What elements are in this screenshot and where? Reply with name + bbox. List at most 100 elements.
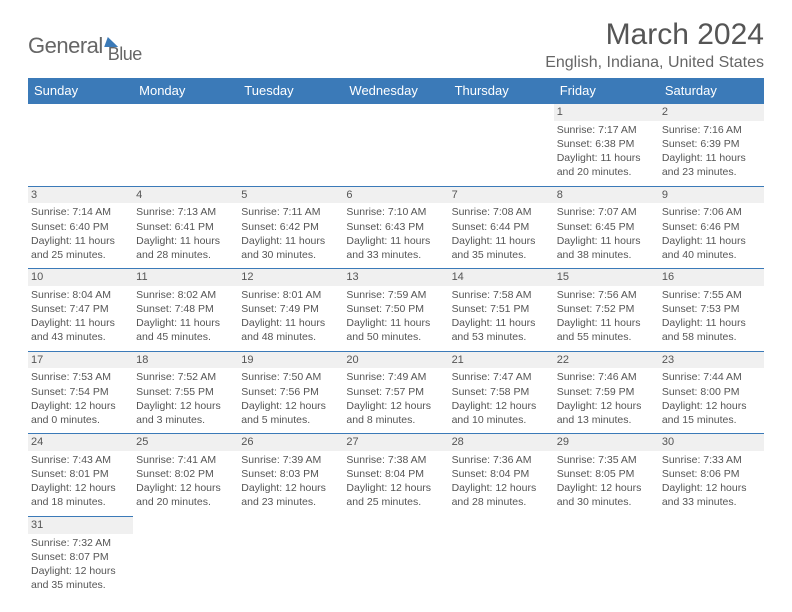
cell-sunrise: Sunrise: 7:43 AM — [31, 453, 130, 467]
month-title: March 2024 — [545, 18, 764, 52]
cell-day1: Daylight: 12 hours — [136, 481, 235, 495]
cell-sunset: Sunset: 6:46 PM — [662, 220, 761, 234]
cell-sunrise: Sunrise: 7:59 AM — [346, 288, 445, 302]
calendar-day-cell: 31Sunrise: 7:32 AMSunset: 8:07 PMDayligh… — [28, 516, 133, 598]
cell-day1: Daylight: 11 hours — [557, 151, 656, 165]
calendar-day-cell: 30Sunrise: 7:33 AMSunset: 8:06 PMDayligh… — [659, 434, 764, 517]
cell-day2: and 20 minutes. — [557, 165, 656, 179]
cell-sunrise: Sunrise: 7:49 AM — [346, 370, 445, 384]
day-header: Thursday — [449, 78, 554, 104]
day-number: 2 — [659, 104, 764, 121]
cell-day1: Daylight: 11 hours — [241, 234, 340, 248]
cell-day2: and 38 minutes. — [557, 248, 656, 262]
cell-day2: and 25 minutes. — [31, 248, 130, 262]
cell-sunrise: Sunrise: 8:04 AM — [31, 288, 130, 302]
cell-sunrise: Sunrise: 8:02 AM — [136, 288, 235, 302]
day-number: 21 — [449, 352, 554, 369]
calendar-day-cell: 4Sunrise: 7:13 AMSunset: 6:41 PMDaylight… — [133, 186, 238, 269]
cell-day2: and 13 minutes. — [557, 413, 656, 427]
day-header: Monday — [133, 78, 238, 104]
cell-day1: Daylight: 12 hours — [452, 399, 551, 413]
cell-sunset: Sunset: 6:38 PM — [557, 137, 656, 151]
day-number: 6 — [343, 187, 448, 204]
day-number: 10 — [28, 269, 133, 286]
cell-day1: Daylight: 11 hours — [662, 151, 761, 165]
cell-sunrise: Sunrise: 7:38 AM — [346, 453, 445, 467]
cell-day2: and 5 minutes. — [241, 413, 340, 427]
cell-sunset: Sunset: 8:02 PM — [136, 467, 235, 481]
day-number: 29 — [554, 434, 659, 451]
cell-day2: and 8 minutes. — [346, 413, 445, 427]
day-number: 25 — [133, 434, 238, 451]
day-number: 23 — [659, 352, 764, 369]
calendar-day-cell: 6Sunrise: 7:10 AMSunset: 6:43 PMDaylight… — [343, 186, 448, 269]
calendar-day-cell: 21Sunrise: 7:47 AMSunset: 7:58 PMDayligh… — [449, 351, 554, 434]
calendar-day-cell: 7Sunrise: 7:08 AMSunset: 6:44 PMDaylight… — [449, 186, 554, 269]
cell-sunset: Sunset: 7:51 PM — [452, 302, 551, 316]
cell-day2: and 58 minutes. — [662, 330, 761, 344]
calendar-day-cell: 2Sunrise: 7:16 AMSunset: 6:39 PMDaylight… — [659, 104, 764, 187]
cell-sunset: Sunset: 6:40 PM — [31, 220, 130, 234]
cell-sunset: Sunset: 7:48 PM — [136, 302, 235, 316]
cell-day1: Daylight: 12 hours — [31, 399, 130, 413]
cell-sunrise: Sunrise: 7:07 AM — [557, 205, 656, 219]
day-number: 11 — [133, 269, 238, 286]
cell-sunrise: Sunrise: 7:58 AM — [452, 288, 551, 302]
cell-day1: Daylight: 12 hours — [241, 481, 340, 495]
day-number: 26 — [238, 434, 343, 451]
calendar-week-row: 10 Sunrise: 8:04 AMSunset: 7:47 PM Dayligh… — [28, 269, 764, 352]
cell-sunset: Sunset: 6:44 PM — [452, 220, 551, 234]
cell-sunset: Sunset: 8:04 PM — [452, 467, 551, 481]
day-number: 12 — [238, 269, 343, 286]
logo-text-blue: Blue — [108, 44, 142, 65]
cell-sunset: Sunset: 7:54 PM — [31, 385, 130, 399]
cell-sunset: Sunset: 6:42 PM — [241, 220, 340, 234]
calendar-day-cell — [343, 104, 448, 187]
cell-day2: and 33 minutes. — [662, 495, 761, 509]
cell-day2: and 20 minutes. — [136, 495, 235, 509]
calendar-week-row: 1Sunrise: 7:17 AMSunset: 6:38 PMDaylight… — [28, 104, 764, 187]
cell-day1: Daylight: 11 hours — [452, 234, 551, 248]
cell-day1: Daylight: 12 hours — [662, 481, 761, 495]
calendar-day-cell: 5Sunrise: 7:11 AMSunset: 6:42 PMDaylight… — [238, 186, 343, 269]
day-header-row: SundayMondayTuesdayWednesdayThursdayFrid… — [28, 78, 764, 104]
calendar-day-cell: 20Sunrise: 7:49 AMSunset: 7:57 PMDayligh… — [343, 351, 448, 434]
calendar-day-cell: 19Sunrise: 7:50 AMSunset: 7:56 PMDayligh… — [238, 351, 343, 434]
cell-sunset: Sunset: 7:53 PM — [662, 302, 761, 316]
day-number: 17 — [28, 352, 133, 369]
calendar-day-cell: 28Sunrise: 7:36 AMSunset: 8:04 PMDayligh… — [449, 434, 554, 517]
day-number: 5 — [238, 187, 343, 204]
calendar-day-cell — [28, 104, 133, 187]
cell-day1: Daylight: 11 hours — [241, 316, 340, 330]
cell-day1: Daylight: 11 hours — [346, 234, 445, 248]
cell-sunset: Sunset: 8:07 PM — [31, 550, 130, 564]
cell-day1: Daylight: 12 hours — [241, 399, 340, 413]
cell-sunset: Sunset: 7:47 PM — [31, 302, 130, 316]
day-header: Sunday — [28, 78, 133, 104]
calendar-day-cell: 17Sunrise: 7:53 AMSunset: 7:54 PMDayligh… — [28, 351, 133, 434]
title-block: March 2024 English, Indiana, United Stat… — [545, 18, 764, 72]
cell-sunrise: Sunrise: 7:36 AM — [452, 453, 551, 467]
cell-day1: Daylight: 11 hours — [452, 316, 551, 330]
cell-day1: Daylight: 11 hours — [136, 234, 235, 248]
cell-sunrise: Sunrise: 7:56 AM — [557, 288, 656, 302]
cell-sunset: Sunset: 6:45 PM — [557, 220, 656, 234]
calendar-day-cell: 1Sunrise: 7:17 AMSunset: 6:38 PMDaylight… — [554, 104, 659, 187]
calendar-day-cell: 3Sunrise: 7:14 AMSunset: 6:40 PMDaylight… — [28, 186, 133, 269]
calendar-day-cell: 16Sunrise: 7:55 AMSunset: 7:53 PMDayligh… — [659, 269, 764, 352]
cell-sunrise: Sunrise: 7:06 AM — [662, 205, 761, 219]
cell-day2: and 45 minutes. — [136, 330, 235, 344]
cell-sunrise: Sunrise: 8:01 AM — [241, 288, 340, 302]
cell-sunrise: Sunrise: 7:50 AM — [241, 370, 340, 384]
day-number: 13 — [343, 269, 448, 286]
cell-day2: and 30 minutes. — [557, 495, 656, 509]
day-number: 22 — [554, 352, 659, 369]
day-header: Friday — [554, 78, 659, 104]
cell-sunrise: Sunrise: 7:52 AM — [136, 370, 235, 384]
calendar-body: 1Sunrise: 7:17 AMSunset: 6:38 PMDaylight… — [28, 104, 764, 599]
calendar-day-cell — [133, 516, 238, 598]
cell-day2: and 28 minutes. — [452, 495, 551, 509]
cell-sunset: Sunset: 7:50 PM — [346, 302, 445, 316]
cell-sunrise: Sunrise: 7:55 AM — [662, 288, 761, 302]
cell-sunset: Sunset: 8:04 PM — [346, 467, 445, 481]
